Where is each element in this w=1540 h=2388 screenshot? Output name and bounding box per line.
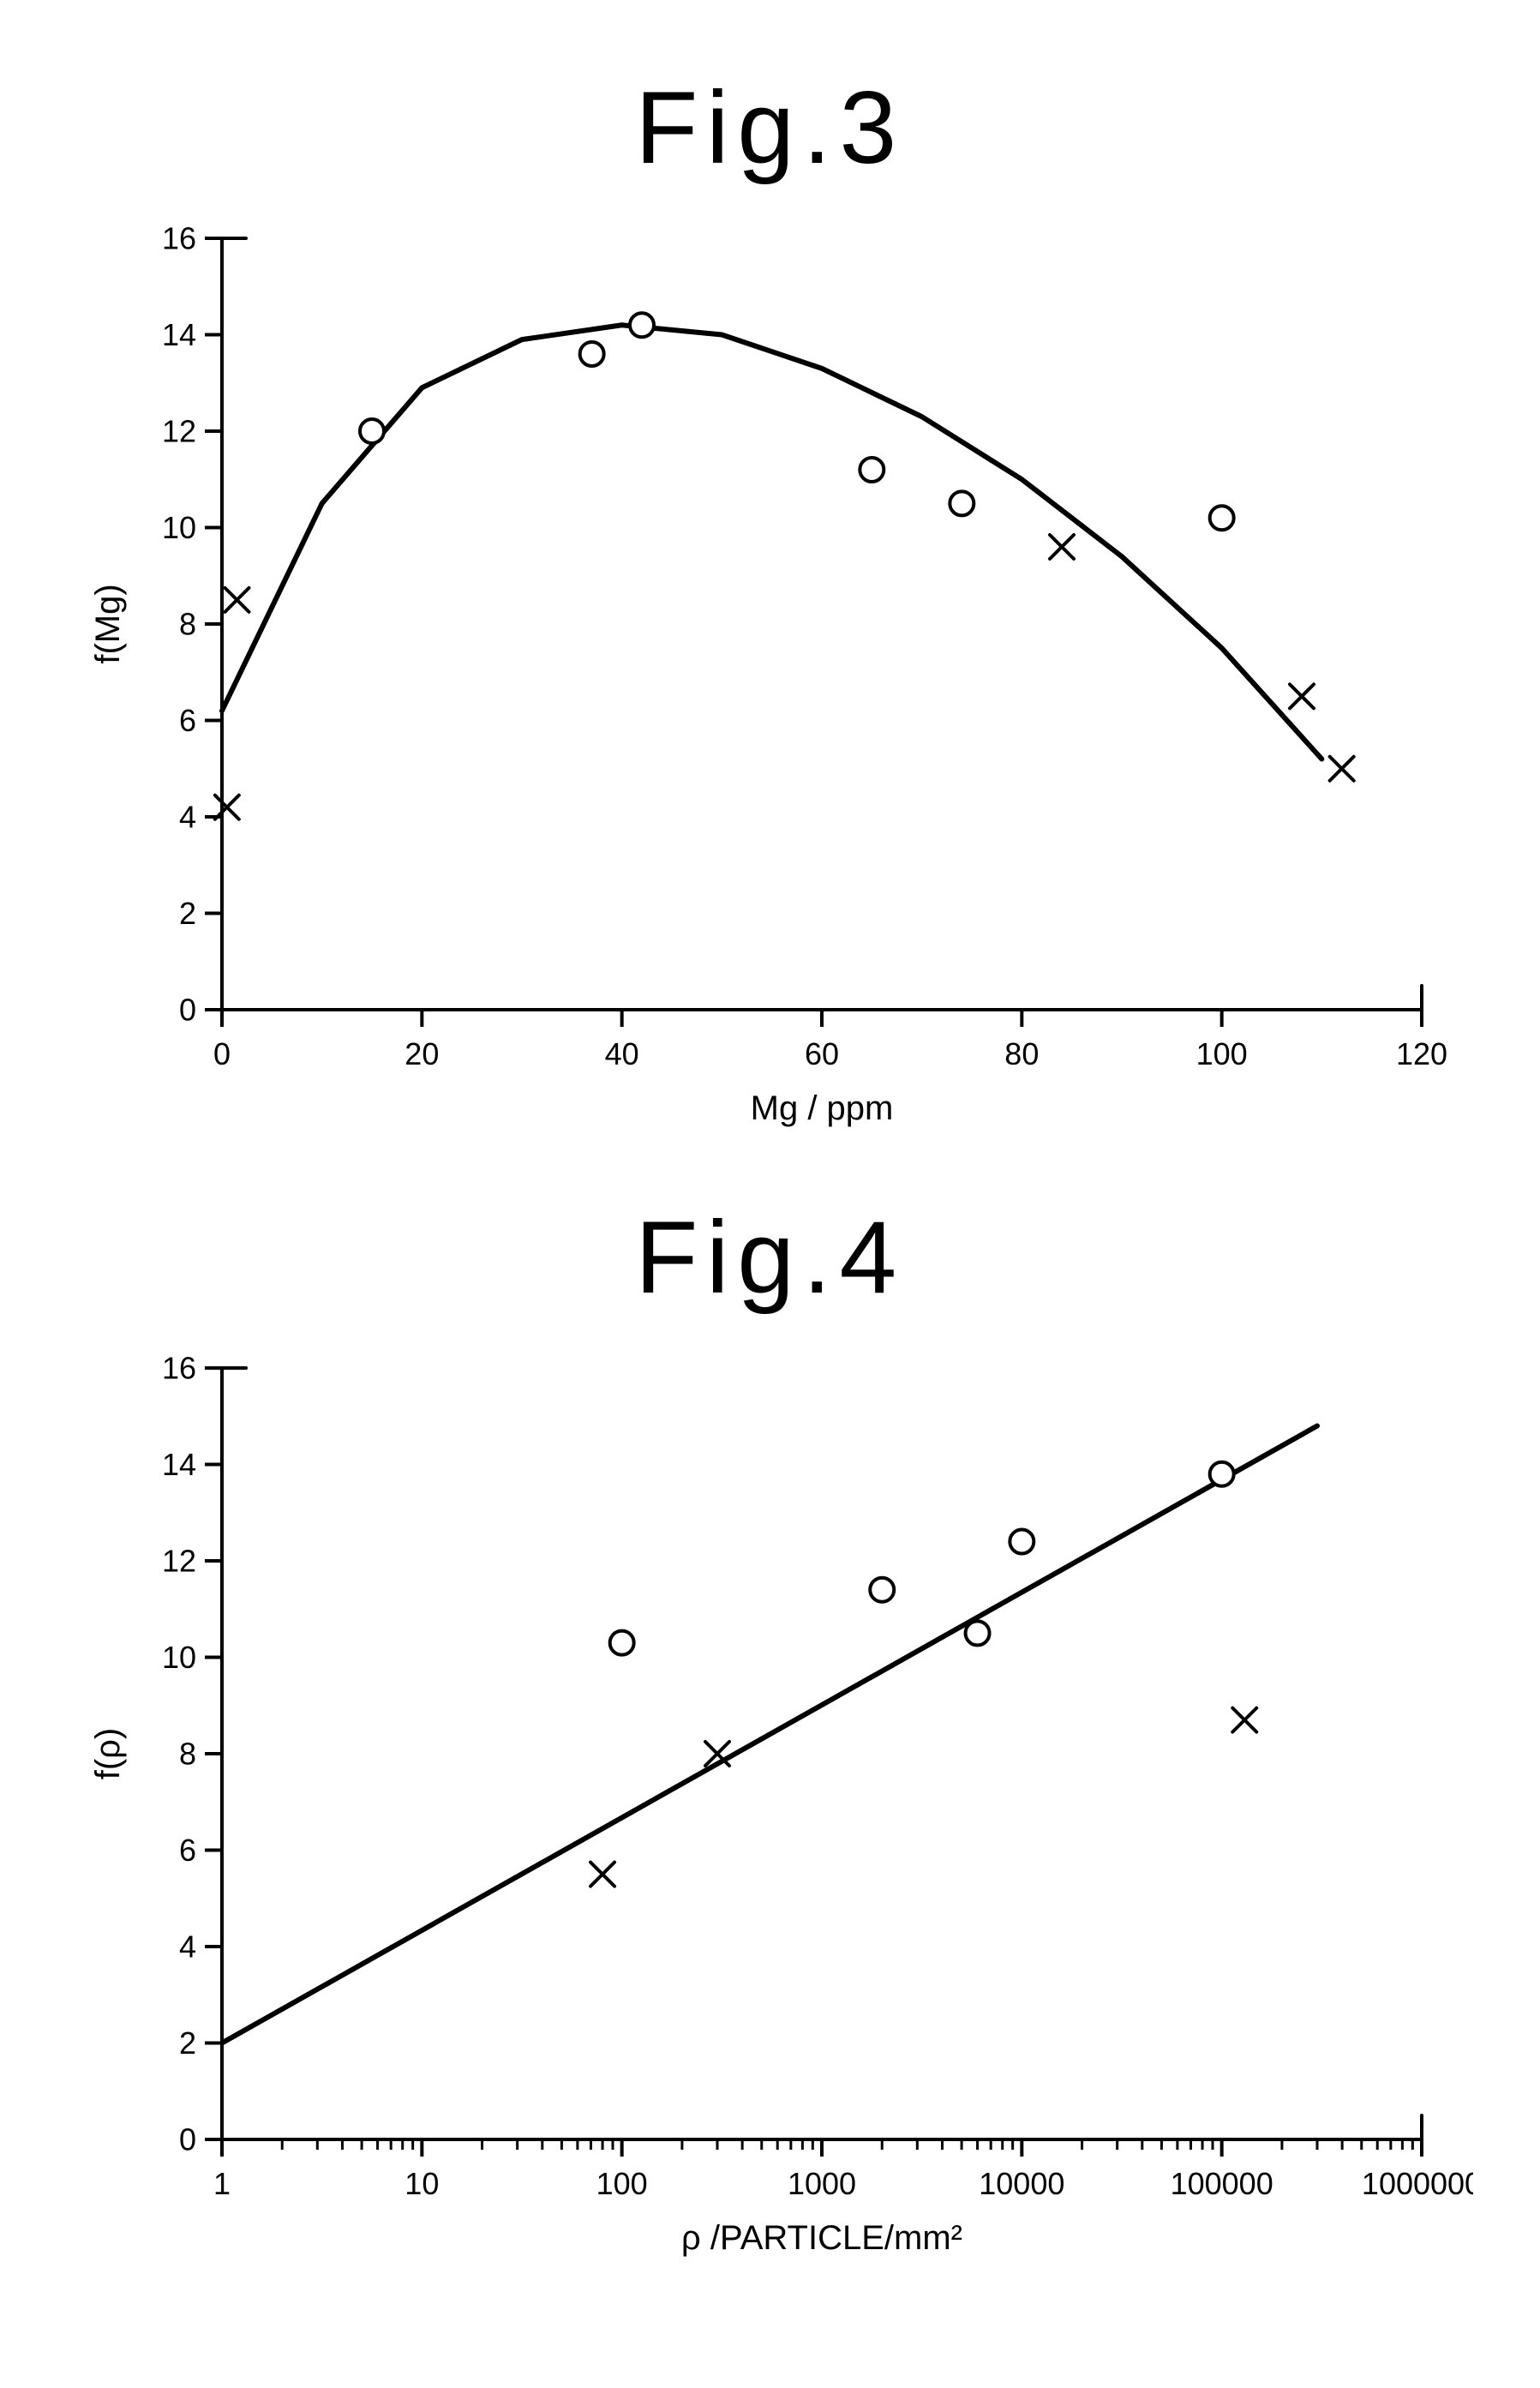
page: Fig.3 0204060801001200246810121416Mg / p…	[34, 69, 1506, 2277]
fig4-title: Fig.4	[34, 1198, 1506, 1317]
svg-text:6: 6	[178, 703, 195, 738]
svg-text:10: 10	[404, 2166, 439, 2201]
svg-text:8: 8	[178, 607, 195, 642]
svg-text:4: 4	[178, 800, 195, 835]
svg-text:Mg / ppm: Mg / ppm	[750, 1089, 893, 1127]
svg-text:0: 0	[213, 1036, 230, 1071]
svg-text:1000000: 1000000	[1361, 2166, 1472, 2201]
fig4-chart: 1 10 100 1000 10000 100000 1000000 0 2 4 6 8 10 12 14 1…	[34, 1334, 1506, 2277]
svg-text:f(Mg): f(Mg)	[89, 584, 127, 663]
svg-text:4: 4	[178, 1929, 195, 1965]
svg-text:8: 8	[178, 1737, 195, 1772]
svg-text:20: 20	[404, 1036, 439, 1071]
svg-text:12: 12	[161, 1544, 195, 1579]
svg-text:2: 2	[178, 896, 195, 931]
svg-text:120: 120	[1395, 1036, 1447, 1071]
svg-text:ρ /PARTICLE/mm²: ρ /PARTICLE/mm²	[681, 2219, 962, 2257]
svg-text:f(ρ): f(ρ)	[89, 1728, 127, 1780]
svg-text:60: 60	[804, 1036, 838, 1071]
svg-text:12: 12	[161, 414, 195, 449]
fig4-svg: 1 10 100 1000 10000 100000 1000000 0 2 4 6 8 10 12 14 1…	[68, 1334, 1473, 2277]
svg-text:16: 16	[161, 221, 195, 256]
svg-text:100: 100	[1195, 1036, 1247, 1071]
svg-text:100000: 100000	[1170, 2166, 1273, 2201]
svg-text:40: 40	[604, 1036, 638, 1071]
svg-text:10000: 10000	[979, 2166, 1064, 2201]
svg-text:14: 14	[161, 1447, 195, 1482]
svg-text:2: 2	[178, 2025, 195, 2061]
svg-text:14: 14	[161, 317, 195, 352]
svg-text:1000: 1000	[787, 2166, 855, 2201]
svg-text:100: 100	[596, 2166, 647, 2201]
svg-text:16: 16	[161, 1351, 195, 1386]
svg-text:1: 1	[213, 2166, 230, 2201]
svg-text:80: 80	[1004, 1036, 1039, 1071]
fig3-title: Fig.3	[34, 69, 1506, 187]
svg-text:6: 6	[178, 1833, 195, 1868]
svg-text:0: 0	[178, 2122, 195, 2157]
svg-text:10: 10	[161, 1640, 195, 1675]
svg-text:10: 10	[161, 510, 195, 545]
fig3-svg: 0 20 40 60 80 100 120 0 2 4 6 8 10 12 14 16 Mg / ppm f(Mg…	[68, 204, 1473, 1147]
fig3-chart: 0 20 40 60 80 100 120 0 2 4 6 8 10 12 14 16 Mg / ppm f(Mg…	[34, 204, 1506, 1147]
svg-text:0: 0	[178, 993, 195, 1028]
